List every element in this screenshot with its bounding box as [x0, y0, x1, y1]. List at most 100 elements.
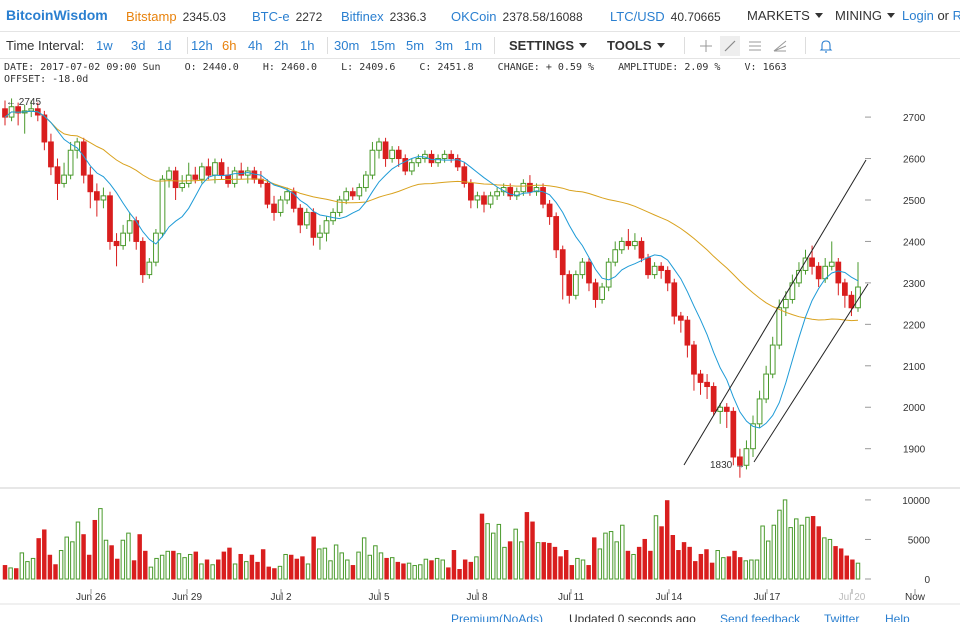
volume-bar	[305, 563, 311, 580]
interval-1w[interactable]: 1w	[96, 38, 113, 53]
volume-bar	[19, 552, 25, 580]
ticker-ltcusd[interactable]: LTC/USD 40.70665	[610, 9, 721, 24]
volume-bar	[597, 548, 603, 580]
volume-bar	[547, 542, 552, 580]
volume-bar	[429, 560, 434, 580]
volume-bar	[457, 569, 462, 580]
volume-bar	[115, 558, 120, 580]
brand-logo[interactable]: BitcoinWisdom	[6, 7, 108, 23]
interval-12h[interactable]: 12h	[191, 38, 213, 53]
candle-body	[376, 141, 382, 151]
volume-bar	[636, 546, 642, 580]
interval-1d[interactable]: 1d	[157, 38, 172, 53]
volume-bar	[81, 534, 86, 580]
interval-1h[interactable]: 1h	[300, 38, 315, 53]
interval-15m[interactable]: 15m	[370, 38, 396, 53]
candle-body	[815, 265, 822, 280]
login-link[interactable]: Login	[902, 8, 934, 23]
candle-body	[691, 344, 697, 375]
volume-bar	[333, 544, 339, 580]
candle-body	[494, 191, 500, 197]
candle-body	[166, 170, 172, 180]
volume-bar	[833, 546, 838, 580]
interval-2h[interactable]: 2h	[274, 38, 289, 53]
candle-body	[618, 240, 625, 251]
volume-bar	[816, 526, 821, 580]
markets-menu[interactable]: MARKETS	[747, 8, 823, 23]
ticker-name: OKCoin	[451, 9, 497, 24]
candle-body	[48, 141, 54, 168]
candle-body	[625, 240, 632, 247]
separator	[805, 37, 806, 54]
volume-bar	[345, 559, 350, 580]
volume-bar	[126, 532, 131, 580]
candle-body	[842, 282, 848, 296]
volume-bar	[92, 519, 98, 580]
interval-3m[interactable]: 3m	[435, 38, 454, 53]
interval-1m[interactable]: 1m	[464, 38, 483, 53]
volume-bar	[187, 553, 193, 580]
ticker-bitstamp[interactable]: Bitstamp 2345.03	[126, 9, 226, 24]
volume-bar	[479, 513, 485, 580]
interval-3d[interactable]: 3d	[131, 38, 146, 53]
crosshair-icon[interactable]	[696, 36, 716, 56]
volume-bar	[530, 521, 535, 580]
volume-bar	[131, 560, 137, 580]
volume-bar	[732, 550, 737, 580]
ticker-btce[interactable]: BTC-e 2272	[252, 9, 322, 24]
fan-icon[interactable]	[770, 36, 790, 56]
volume-bar	[210, 564, 215, 580]
feedback-link[interactable]: Send feedback	[720, 612, 801, 622]
volume-bar	[412, 565, 417, 580]
settings-menu[interactable]: SETTINGS	[509, 38, 588, 53]
volume-bar	[704, 549, 709, 580]
volume-bar	[440, 559, 445, 580]
settings-label: SETTINGS	[509, 38, 575, 53]
interval-30m[interactable]: 30m	[334, 38, 360, 53]
volume-tick-label: 0	[924, 575, 930, 586]
tools-menu[interactable]: TOOLS	[607, 38, 665, 53]
candle-body	[605, 261, 612, 288]
ticker-price: 2345.03	[182, 10, 226, 24]
volume-bar	[580, 559, 586, 580]
help-link[interactable]: Help	[885, 612, 910, 622]
volume-bar	[552, 546, 558, 580]
volume-tick-label: 10000	[902, 496, 930, 507]
candle-body	[159, 178, 166, 234]
date-label: Now	[905, 592, 926, 603]
ticker-bitfinex[interactable]: Bitfinex 2336.3	[341, 9, 426, 24]
premium-link[interactable]: Premium(NoAds)	[451, 612, 544, 622]
volume-bar	[70, 541, 75, 580]
volume-bar	[765, 540, 771, 580]
line-icon[interactable]	[720, 36, 740, 56]
bell-icon[interactable]	[816, 36, 836, 56]
interval-4h[interactable]: 4h	[248, 38, 263, 53]
candle-body	[730, 410, 737, 458]
candle-body	[205, 166, 212, 176]
volume-bar	[586, 565, 591, 580]
mining-menu[interactable]: MINING	[835, 8, 895, 23]
market-bar: BitcoinWisdom Bitstamp 2345.03 BTC-e 2272 …	[0, 0, 960, 32]
candle-body	[441, 153, 448, 160]
candle-body	[664, 269, 671, 284]
interval-6h[interactable]: 6h	[222, 38, 237, 53]
candle-body	[113, 240, 120, 247]
volume-bar	[608, 531, 614, 580]
register-link[interactable]: Re	[953, 8, 960, 23]
volume-bar	[805, 516, 810, 580]
ticker-okcoin[interactable]: OKCoin 2378.58/16088	[451, 9, 583, 24]
candle-body	[592, 282, 599, 300]
volume-bar	[754, 559, 760, 580]
volume-bar	[199, 563, 204, 580]
interval-5m[interactable]: 5m	[406, 38, 425, 53]
price-chart[interactable]: 1900 2000 2100 2200 2300 2400 2500 2600 2700 0 500…	[0, 86, 960, 608]
candle-body	[264, 182, 271, 205]
candle-body	[546, 203, 553, 218]
volume-bar	[120, 539, 126, 580]
twitter-link[interactable]: Twitter	[824, 612, 860, 622]
fib-lines-icon[interactable]	[745, 36, 765, 56]
volume-bar	[749, 559, 754, 580]
caret-down-icon	[579, 43, 588, 48]
volume-bar	[260, 549, 266, 580]
candle-body	[61, 174, 67, 184]
